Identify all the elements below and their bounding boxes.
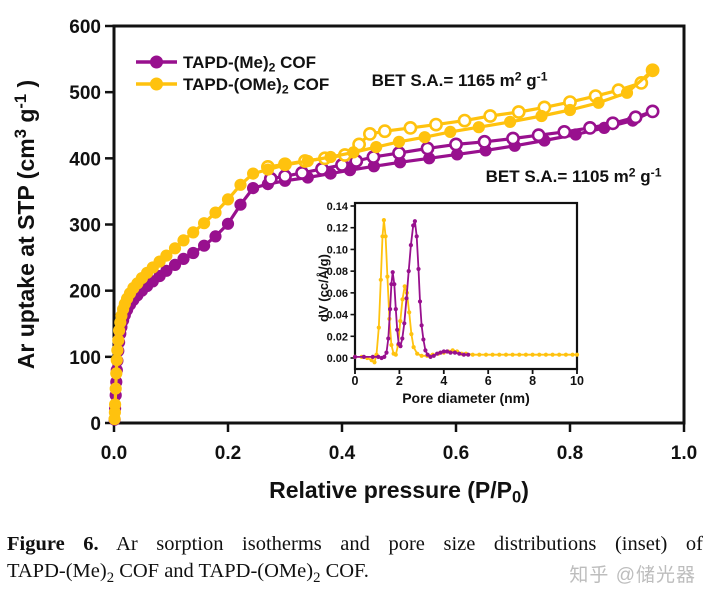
y-axis: 0 100 200 300 400 500 600: [69, 17, 113, 435]
svg-text:300: 300: [69, 216, 101, 237]
plot-frame: [112, 24, 686, 425]
caption-line-2: TAPD-(Me)2 COF and TAPD-(OMe)2 COF.: [7, 560, 369, 587]
svg-text:600: 600: [69, 17, 101, 38]
svg-text:Ar uptake at STP (cm3 g-1 ): Ar uptake at STP (cm3 g-1 ): [11, 80, 39, 369]
svg-text:0.08: 0.08: [327, 266, 348, 278]
inset-y-axis-title: dV (cc/Å/g): [316, 254, 331, 322]
svg-text:Pore diameter (nm): Pore diameter (nm): [402, 390, 530, 406]
svg-text:BET S.A.= 1165 m2 g-1: BET S.A.= 1165 m2 g-1: [372, 69, 548, 90]
caption-line1-text: Ar sorption isotherms and pore size dist…: [98, 533, 703, 555]
annotation-bet-2: BET S.A.= 1105 m2 g-1: [486, 165, 662, 186]
legend-entry-me: TAPD-(Me)2 COF: [136, 53, 316, 74]
svg-text:400: 400: [69, 149, 101, 170]
legend-entry-ome: TAPD-(OMe)2 COF: [136, 75, 329, 96]
svg-text:1.0: 1.0: [671, 443, 697, 464]
inset-y-axis: 0.00 0.02 0.04 0.06 0.08 0.10 0.12 0.14: [327, 201, 355, 365]
svg-text:0.00: 0.00: [327, 353, 348, 365]
svg-text:0: 0: [90, 414, 101, 435]
inset-x-axis-title: Pore diameter (nm): [402, 390, 530, 406]
svg-text:2: 2: [396, 374, 403, 388]
caption-figure-label: Figure 6.: [7, 533, 99, 555]
svg-text:0.4: 0.4: [329, 443, 356, 464]
x-axis: 0.0 0.2 0.4 0.6 0.8 1.0: [101, 424, 697, 464]
svg-text:0.02: 0.02: [327, 331, 348, 343]
svg-text:0.14: 0.14: [327, 201, 349, 213]
svg-text:0.8: 0.8: [557, 443, 583, 464]
main-plot: 0.0 0.2 0.4 0.6 0.8 1.00100200300400500600Rel…: [11, 17, 697, 507]
svg-text:8: 8: [529, 374, 536, 388]
inset-x-axis: 0 2 4 6 8 10: [352, 369, 584, 388]
series-ome-adsorption: [108, 64, 659, 426]
inset-pore-size-plot: 0 2 4 6 8 10 0.00 0.02 0.04 0.06 0.08 0.10 0.12 0.14 P…: [316, 201, 584, 406]
series-me-desorption: [263, 104, 660, 186]
svg-text:200: 200: [69, 282, 101, 303]
svg-text:4: 4: [440, 374, 447, 388]
watermark: 知乎 @储光器: [569, 565, 696, 586]
svg-text:500: 500: [69, 83, 101, 104]
svg-text:0: 0: [352, 374, 359, 388]
svg-text:0.12: 0.12: [327, 223, 348, 235]
svg-text:0.0: 0.0: [101, 443, 127, 464]
y-axis-title: Ar uptake at STP (cm3 g-1 ): [11, 80, 39, 369]
svg-text:0.2: 0.2: [215, 443, 241, 464]
svg-text:TAPD-(OMe)2 COF: TAPD-(OMe)2 COF: [183, 75, 329, 96]
annotation-bet-1: BET S.A.= 1165 m2 g-1: [372, 69, 548, 90]
svg-text:0.10: 0.10: [327, 244, 348, 256]
inset-series-me: [352, 219, 471, 361]
svg-text:0.04: 0.04: [327, 310, 349, 322]
svg-text:0.6: 0.6: [443, 443, 469, 464]
ar-sorption-isotherm-chart: 0.0 0.2 0.4 0.6 0.8 1.00100200300400500600Rel…: [11, 17, 697, 507]
caption-line-1: Figure 6. Ar sorption isotherms and pore…: [7, 531, 703, 558]
x-axis-title: Relative pressure (P/P0): [269, 477, 529, 507]
svg-text:100: 100: [69, 348, 101, 369]
svg-text:0.06: 0.06: [327, 288, 348, 300]
svg-text:dV (cc/Å/g): dV (cc/Å/g): [316, 254, 331, 322]
svg-text:TAPD-(Me)2 COF: TAPD-(Me)2 COF: [183, 53, 316, 74]
svg-text:10: 10: [570, 374, 584, 388]
svg-text:6: 6: [485, 374, 492, 388]
figure-caption: Figure 6. Ar sorption isotherms and pore…: [7, 531, 703, 592]
svg-text:BET S.A.= 1105 m2 g-1: BET S.A.= 1105 m2 g-1: [486, 165, 662, 186]
svg-text:Relative pressure (P/P0): Relative pressure (P/P0): [269, 477, 529, 507]
